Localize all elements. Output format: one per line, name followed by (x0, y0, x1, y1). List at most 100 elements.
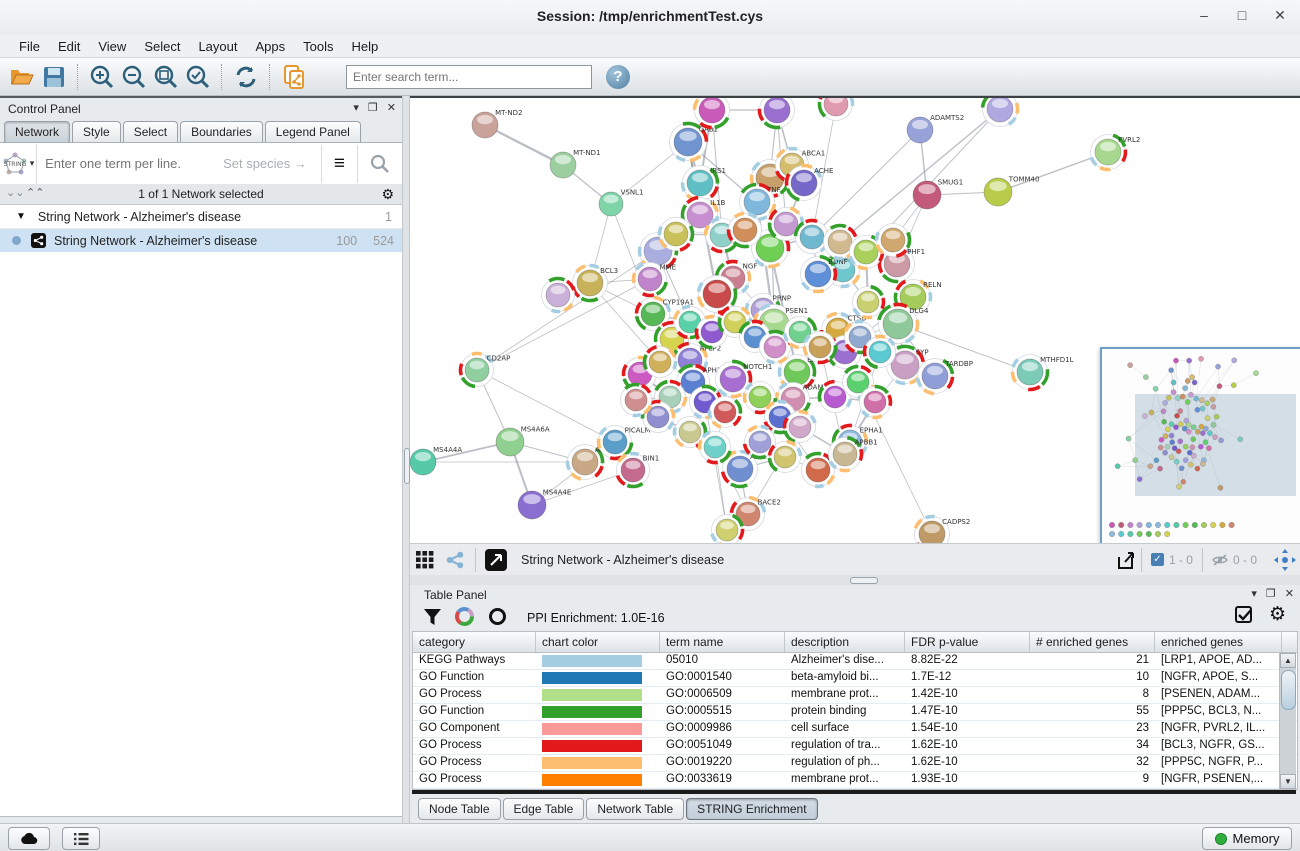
network-node[interactable]: IRS1 (682, 166, 725, 201)
cloud-tasks-button[interactable] (8, 827, 50, 850)
scroll-up-icon[interactable]: ▲ (1280, 653, 1296, 668)
panel-float-icon[interactable]: ❐ (368, 101, 378, 114)
tab-style[interactable]: Style (72, 121, 121, 143)
donut-chart-icon[interactable] (455, 607, 474, 629)
save-session-button[interactable] (38, 62, 70, 92)
menu-item-help[interactable]: Help (343, 37, 388, 56)
ring-chart-icon[interactable] (488, 607, 507, 629)
network-node[interactable]: BIN1 (617, 454, 660, 487)
zoom-fit-icon[interactable] (150, 62, 182, 92)
network-node[interactable] (860, 386, 891, 417)
string-logo[interactable]: STRING ▾ (0, 144, 37, 184)
network-node[interactable] (785, 412, 816, 443)
network-node[interactable] (699, 432, 730, 463)
network-node[interactable]: APBB1 (829, 438, 878, 471)
tab-edge-table[interactable]: Edge Table (503, 798, 585, 820)
refresh-icon[interactable] (230, 62, 262, 92)
menu-item-tools[interactable]: Tools (294, 37, 342, 56)
horizontal-scrollbar[interactable] (412, 790, 1296, 794)
menu-item-layout[interactable]: Layout (189, 37, 246, 56)
column-header-chart-color[interactable]: chart color (536, 632, 660, 652)
tab-boundaries[interactable]: Boundaries (180, 121, 263, 143)
zoom-out-icon[interactable] (118, 62, 150, 92)
network-node[interactable]: MS4A4E (518, 488, 571, 519)
memory-button[interactable]: Memory (1202, 827, 1292, 850)
column-header-enriched-genes[interactable]: enriched genes (1155, 632, 1282, 652)
tab-string-enrichment[interactable]: STRING Enrichment (686, 798, 817, 820)
tab-node-table[interactable]: Node Table (418, 798, 501, 820)
column-header-category[interactable]: category (413, 632, 536, 652)
network-node[interactable]: BCL3 (573, 265, 619, 300)
menu-item-edit[interactable]: Edit (49, 37, 89, 56)
network-node[interactable]: ACHE (786, 165, 833, 200)
network-node[interactable]: PVRL2 (1091, 135, 1141, 170)
network-node[interactable] (876, 224, 909, 257)
network-node[interactable]: TARDBP (918, 359, 973, 394)
panel-float-icon[interactable]: ❐ (1266, 587, 1276, 600)
selected-checkbox-icon[interactable]: ✓ (1151, 553, 1164, 566)
network-node[interactable]: MT-ND2 (472, 109, 522, 138)
vertical-splitter[interactable] (402, 96, 410, 823)
network-node[interactable]: MS4A4A (410, 446, 462, 475)
tab-legend-panel[interactable]: Legend Panel (265, 121, 361, 143)
network-collection-row[interactable]: ▼ String Network - Alzheimer's disease 1 (0, 205, 402, 229)
set-species-label[interactable]: Set species → (223, 156, 307, 171)
export-network-icon[interactable] (1111, 547, 1141, 573)
tab-select[interactable]: Select (123, 121, 178, 143)
menu-item-select[interactable]: Select (135, 37, 189, 56)
network-node[interactable]: CD2AP (460, 353, 510, 386)
tree-expand-icon[interactable]: ▼ (16, 211, 26, 222)
search-input[interactable] (346, 65, 592, 89)
panel-menu-icon[interactable]: ▾ (1251, 587, 1257, 600)
annotation-mode-icon[interactable] (481, 547, 511, 573)
network-node[interactable]: MTHFD1L (1012, 355, 1073, 390)
menu-item-apps[interactable]: Apps (247, 37, 295, 56)
network-node[interactable] (804, 332, 835, 363)
network-node[interactable] (728, 214, 761, 247)
menu-item-file[interactable]: File (10, 37, 49, 56)
column-header-description[interactable]: description (785, 632, 905, 652)
panel-close-icon[interactable]: ✕ (387, 101, 396, 114)
share-view-icon[interactable] (440, 547, 470, 573)
panel-menu-icon[interactable]: ▾ (353, 101, 359, 114)
network-node[interactable] (864, 336, 895, 367)
close-button[interactable]: ✕ (1272, 7, 1288, 24)
network-node[interactable] (645, 347, 676, 378)
help-icon[interactable]: ? (606, 65, 630, 89)
menu-item-view[interactable]: View (89, 37, 135, 56)
grid-view-icon[interactable] (410, 547, 440, 573)
network-node[interactable]: VSNL1 (599, 188, 643, 216)
network-node[interactable] (853, 287, 884, 318)
network-row-selected[interactable]: String Network - Alzheimer's disease 100… (0, 229, 402, 252)
tab-network-table[interactable]: Network Table (586, 798, 684, 820)
network-node[interactable] (542, 279, 575, 312)
network-node[interactable] (759, 98, 794, 128)
network-node[interactable] (796, 220, 829, 253)
column-header--enriched-genes[interactable]: # enriched genes (1030, 632, 1155, 652)
string-search-icon[interactable] (357, 145, 402, 183)
network-node[interactable]: MME (634, 263, 677, 296)
network-node[interactable]: MS4A6A (496, 425, 550, 456)
string-options-icon[interactable]: ≡ (321, 145, 357, 183)
network-node[interactable] (659, 218, 692, 251)
network-node[interactable]: CADPS2 (915, 517, 971, 544)
network-from-clipboard-icon[interactable] (278, 62, 310, 92)
birds-eye-view[interactable] (1100, 347, 1300, 543)
network-node[interactable] (621, 384, 652, 415)
pan-compass-icon[interactable] (1270, 547, 1300, 573)
minimize-button[interactable]: – (1196, 7, 1212, 24)
settings-gear-icon[interactable]: ⚙ (1269, 606, 1286, 629)
network-node[interactable]: ADAMTS2 (907, 114, 964, 143)
network-node[interactable]: TOMM40 (984, 175, 1039, 206)
network-node[interactable] (819, 98, 852, 121)
maximize-button[interactable]: □ (1234, 7, 1250, 24)
network-node[interactable] (695, 98, 730, 128)
